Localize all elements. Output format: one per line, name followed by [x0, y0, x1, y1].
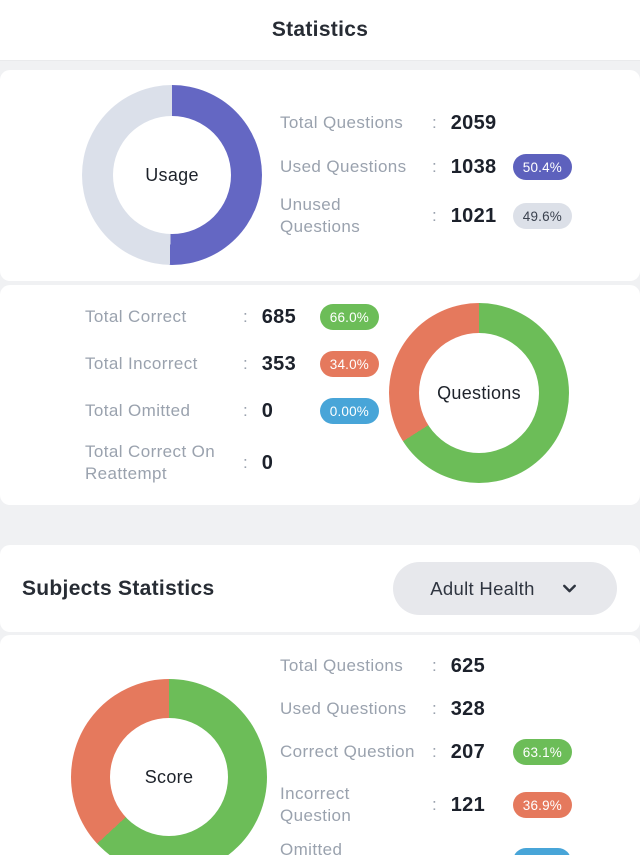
- stat-row-incorrect-question: Incorrect Question : 121 36.9%: [280, 783, 573, 827]
- percentage-badge: 49.6%: [512, 203, 573, 229]
- colon-separator: :: [432, 157, 437, 176]
- score-donut-chart: Score: [71, 679, 267, 855]
- stat-row-used-questions: Used Questions : 328: [280, 692, 572, 726]
- stat-label: Total Questions: [280, 113, 404, 132]
- questions-donut-chart: Questions: [389, 303, 569, 483]
- stat-label: Total Questions: [280, 656, 404, 675]
- stat-value: 328: [450, 697, 486, 720]
- stat-value: 207: [450, 740, 486, 763]
- questions-card: Total Correct : 685 66.0% Total Incorrec…: [0, 285, 640, 505]
- stat-value: 685: [261, 305, 297, 328]
- stat-label: Total Omitted: [85, 401, 191, 420]
- score-donut-label: Score: [144, 766, 194, 787]
- stat-row-total-questions: Total Questions : 2059: [280, 106, 572, 140]
- stat-row-correct-question: Correct Question : 207 63.1%: [280, 735, 573, 769]
- questions-donut-label: Questions: [437, 382, 521, 403]
- stat-row-total-omitted: Total Omitted : 0 0.00%: [85, 394, 380, 428]
- stat-label: Unused Questions: [280, 195, 361, 236]
- colon-separator: :: [243, 401, 248, 420]
- percentage-badge: 50.4%: [512, 154, 573, 180]
- page-title: Statistics: [271, 18, 369, 41]
- stat-row-used-questions: Used Questions : 1038 50.4%: [280, 150, 573, 184]
- stat-row-total-incorrect: Total Incorrect : 353 34.0%: [85, 347, 380, 381]
- stat-row-total-questions: Total Questions : 625: [280, 649, 572, 683]
- stat-row-omitted-question: Omitted Question :: [280, 839, 572, 855]
- colon-separator: :: [432, 742, 437, 761]
- stat-label: Incorrect Question: [280, 784, 352, 825]
- percentage-badge: [512, 848, 571, 855]
- colon-separator: :: [432, 699, 437, 718]
- questions-donut-hole: Questions: [419, 333, 539, 453]
- subject-stats-list: Total Questions : 625 Used Questions : 3…: [280, 649, 573, 855]
- stat-value: 0: [261, 399, 274, 422]
- stat-value: 1038: [450, 155, 497, 178]
- colon-separator: :: [243, 307, 248, 326]
- stat-row-correct-on-reattempt: Total Correct On Reattempt : 0: [85, 441, 379, 485]
- colon-separator: :: [243, 453, 248, 472]
- percentage-badge: 34.0%: [319, 351, 380, 377]
- stat-value: 121: [450, 793, 486, 816]
- stat-label: Omitted Question: [280, 840, 343, 855]
- stat-value: 1021: [450, 204, 497, 227]
- stat-value: 625: [450, 654, 486, 677]
- colon-separator: :: [432, 113, 437, 132]
- percentage-badge: 0.00%: [319, 398, 380, 424]
- subject-detail-card: Score Total Questions : 625 Used Questio…: [0, 635, 640, 855]
- stat-value: 2059: [450, 111, 497, 134]
- percentage-badge: 63.1%: [512, 739, 573, 765]
- usage-donut-label: Usage: [145, 164, 199, 185]
- colon-separator: :: [432, 656, 437, 675]
- colon-separator: :: [243, 354, 248, 373]
- usage-stats-list: Total Questions : 2059 Used Questions : …: [280, 106, 573, 238]
- chevron-down-icon: [562, 584, 576, 593]
- colon-separator: :: [432, 795, 437, 814]
- stat-value: 0: [261, 451, 274, 474]
- usage-card: Usage Total Questions : 2059 Used Questi…: [0, 70, 640, 281]
- usage-donut-hole: Usage: [113, 116, 231, 234]
- stat-row-unused-questions: Unused Questions : 1021 49.6%: [280, 194, 573, 238]
- stat-label: Total Incorrect: [85, 354, 198, 373]
- subject-dropdown-value: Adult Health: [430, 577, 535, 599]
- percentage-badge: 66.0%: [319, 304, 380, 330]
- stat-label: Total Correct On Reattempt: [85, 442, 216, 483]
- questions-stats-list: Total Correct : 685 66.0% Total Incorrec…: [85, 300, 380, 485]
- subjects-statistics-title: Subjects Statistics: [22, 576, 215, 600]
- stat-row-total-correct: Total Correct : 685 66.0%: [85, 300, 380, 334]
- subject-dropdown[interactable]: Adult Health: [393, 562, 617, 615]
- usage-donut-chart: Usage: [82, 85, 262, 265]
- stat-value: 353: [261, 352, 297, 375]
- stat-label: Total Correct: [85, 307, 187, 326]
- stat-label: Used Questions: [280, 157, 407, 176]
- score-donut-hole: Score: [110, 718, 228, 836]
- page-header: Statistics: [0, 0, 640, 61]
- colon-separator: :: [432, 851, 437, 855]
- colon-separator: :: [432, 206, 437, 225]
- stat-label: Correct Question: [280, 742, 415, 761]
- subjects-statistics-header: Subjects Statistics Adult Health: [0, 545, 640, 632]
- stat-label: Used Questions: [280, 699, 407, 718]
- percentage-badge: 36.9%: [512, 792, 573, 818]
